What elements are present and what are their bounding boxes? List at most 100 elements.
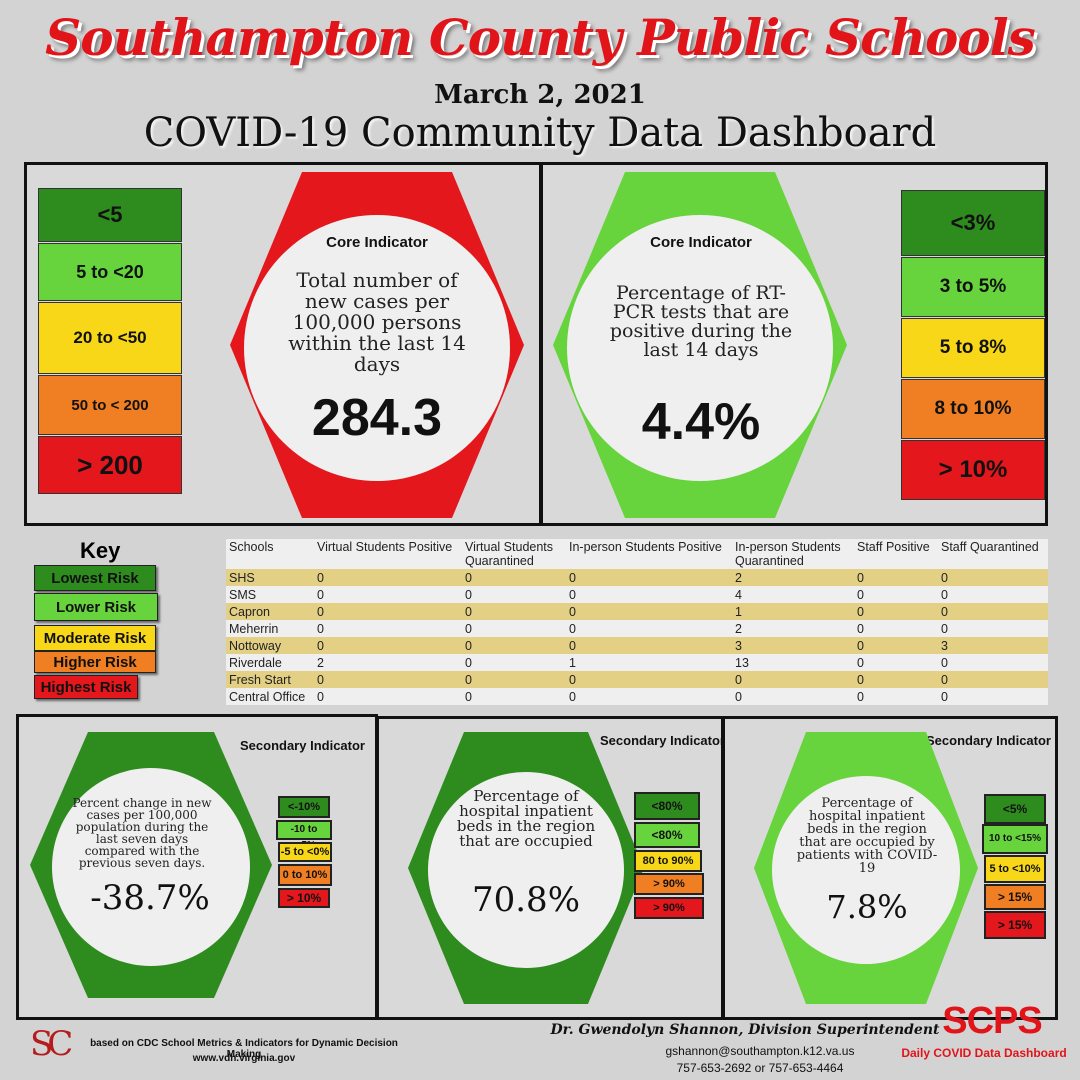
table-cell: 3 — [938, 637, 1048, 654]
table-row: Fresh Start 0 0 0 0 0 0 — [226, 671, 1048, 688]
col-inperson-quarantined: In-person Students Quarantined — [735, 540, 841, 568]
scale-moderate: 20 to <50 — [38, 302, 182, 374]
scale-moderate: 5 to 8% — [901, 318, 1045, 378]
mini-scale-highest: > 90% — [634, 897, 704, 919]
table-cell: 0 — [462, 586, 566, 603]
table-cell: 0 — [462, 671, 566, 688]
table-cell: 0 — [566, 637, 732, 654]
table-cell: 0 — [566, 586, 732, 603]
mini-scale-lowest: <80% — [634, 792, 700, 820]
core-indicator-label: Core Indicator — [326, 234, 428, 251]
key-moderate-risk: Moderate Risk — [34, 625, 156, 651]
mini-scale-higher: > 90% — [634, 873, 704, 895]
school-name-cell: Capron — [226, 603, 314, 620]
scale-higher: 8 to 10% — [901, 379, 1045, 439]
mini-scale-lower: 10 to <15% — [982, 824, 1048, 854]
hexagon-covid-beds — [754, 732, 978, 1004]
school-name-cell: Fresh Start — [226, 671, 314, 688]
mini-scale-higher: > 15% — [984, 884, 1046, 910]
source-url: www.vdh.virginia.gov — [192, 1053, 296, 1064]
school-name-cell: Nottoway — [226, 637, 314, 654]
table-cell: 0 — [462, 654, 566, 671]
table-cell: 0 — [938, 620, 1048, 637]
mini-scale-highest: > 10% — [278, 888, 330, 908]
cases-value: 284.3 — [311, 389, 443, 447]
table-cell: 0 — [938, 671, 1048, 688]
key-lower-risk: Lower Risk — [34, 593, 158, 621]
mini-scale-moderate: 5 to <10% — [984, 855, 1046, 883]
table-cell: 0 — [566, 671, 732, 688]
core-indicator-label: Core Indicator — [650, 234, 752, 251]
change-value: -38.7% — [90, 878, 210, 918]
table-cell: 0 — [854, 586, 938, 603]
cases-description: Total number of new cases per 100,000 pe… — [288, 268, 466, 376]
scale-lowest: <3% — [901, 190, 1045, 256]
table-row: Riverdale 2 0 1 13 0 0 — [226, 654, 1048, 671]
table-cell: 0 — [314, 620, 462, 637]
table-row: SMS 0 0 0 4 0 0 — [226, 586, 1048, 603]
table-cell: 0 — [314, 569, 462, 586]
table-row: Meherrin 0 0 0 2 0 0 — [226, 620, 1048, 637]
mini-scale-highest: > 15% — [984, 911, 1046, 939]
key-lowest-risk: Lowest Risk — [34, 565, 156, 591]
table-cell: 0 — [854, 603, 938, 620]
table-cell: 0 — [462, 569, 566, 586]
source-line: based on CDC School Metrics & Indicators… — [90, 1038, 398, 1060]
col-staff-positive: Staff Positive — [857, 540, 930, 554]
hexagon-change — [30, 732, 272, 998]
mini-scale-lowest: <-10% — [278, 796, 330, 818]
col-virtual-quarantined: Virtual Students Quarantined — [465, 540, 554, 568]
scale-highest: > 10% — [901, 440, 1045, 500]
table-cell: 3 — [732, 637, 854, 654]
col-virtual-positive: Virtual Students Positive — [317, 540, 453, 554]
school-name-cell: SMS — [226, 586, 314, 603]
table-cell: 2 — [732, 620, 854, 637]
school-name-cell: Central Office — [226, 688, 314, 705]
table-cell: 1 — [732, 603, 854, 620]
table-cell: 0 — [314, 637, 462, 654]
scale-lower: 5 to <20 — [38, 243, 182, 301]
table-cell: 0 — [938, 688, 1048, 705]
table-cell: 0 — [462, 603, 566, 620]
tests-value: 4.4% — [641, 393, 761, 451]
table-cell: 0 — [314, 586, 462, 603]
scps-brand-sub: Daily COVID Data Dashboard — [901, 1046, 1067, 1060]
page-title: Southampton County Public Schools — [45, 8, 1036, 67]
table-cell: 0 — [314, 671, 462, 688]
superintendent-name: Dr. Gwendolyn Shannon, Division Superint… — [550, 1022, 940, 1038]
table-cell: 0 — [938, 603, 1048, 620]
table-cell: 0 — [462, 688, 566, 705]
scps-brand: SCPS — [942, 1000, 1042, 1042]
secondary-indicator-label: Secondary Indicator — [926, 733, 1051, 748]
contact-phone: 757-653-2692 or 757-653-4464 — [676, 1061, 844, 1075]
scale-higher: 50 to < 200 — [38, 375, 182, 435]
hexagon-tests — [553, 172, 847, 518]
col-inperson-positive: In-person Students Positive — [569, 540, 722, 554]
table-cell: 13 — [732, 654, 854, 671]
hexagon-beds — [408, 732, 644, 1004]
scale-lowest: <5 — [38, 188, 182, 242]
table-cell: 0 — [938, 586, 1048, 603]
table-cell: 0 — [732, 671, 854, 688]
sc-logo: SC — [30, 1024, 78, 1076]
mini-scale-higher: 0 to 10% — [278, 864, 332, 886]
report-date: March 2, 2021 — [434, 80, 646, 110]
schools-table: Schools Virtual Students Positive Virtua… — [226, 539, 1048, 705]
table-cell: 0 — [462, 637, 566, 654]
table-cell: 0 — [854, 637, 938, 654]
school-name-cell: Meherrin — [226, 620, 314, 637]
mini-scale-moderate: -5 to <0% — [278, 842, 332, 862]
table-cell: 0 — [938, 654, 1048, 671]
table-cell: 0 — [854, 620, 938, 637]
beds-description: Percentage of hospital inpatient beds in… — [456, 787, 596, 850]
secondary-indicator-label: Secondary Indicator — [240, 738, 365, 753]
table-row: Central Office 0 0 0 0 0 0 — [226, 688, 1048, 705]
table-row: Nottoway 0 0 0 3 0 3 — [226, 637, 1048, 654]
table-cell: 0 — [938, 569, 1048, 586]
table-cell: 2 — [732, 569, 854, 586]
change-description: Percent change in new cases per 100,000 … — [72, 796, 212, 870]
table-cell: 0 — [462, 620, 566, 637]
table-header-row: Schools Virtual Students Positive Virtua… — [226, 539, 1048, 569]
mini-scale-lower: -10 to <-5% — [276, 820, 332, 851]
key-title: Key — [80, 538, 121, 563]
